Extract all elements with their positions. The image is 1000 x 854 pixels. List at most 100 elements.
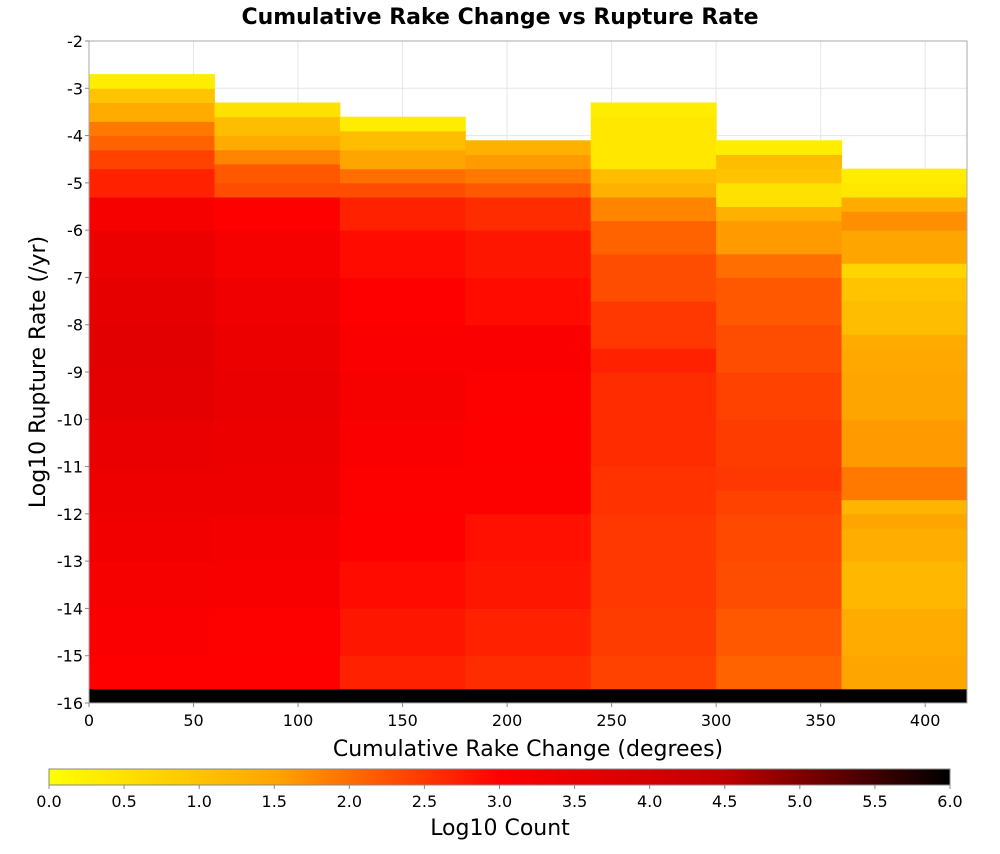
heatmap-cell <box>89 513 215 562</box>
heatmap-cell <box>214 324 341 373</box>
y-tick-label: -10 <box>57 410 83 429</box>
heatmap-cell <box>841 655 968 690</box>
heatmap-cell <box>339 513 466 562</box>
colorbar-tick-label: 2.5 <box>412 792 437 811</box>
colorbar <box>48 768 951 786</box>
heatmap-cell <box>339 655 466 690</box>
heatmap-cell <box>465 655 592 690</box>
heatmap-cell <box>590 513 717 562</box>
heatmap-cell <box>89 121 215 137</box>
heatmap-cell <box>716 168 843 184</box>
heatmap-cell <box>339 130 466 151</box>
heatmap-cell <box>590 372 717 420</box>
heatmap-cell <box>89 149 215 170</box>
heatmap-cell <box>339 466 466 515</box>
colorbar-tick-label: 0.0 <box>36 792 61 811</box>
heatmap-cell <box>89 197 215 231</box>
heatmap-cell <box>716 608 843 657</box>
heatmap-cell <box>214 116 341 137</box>
heatmap-cell <box>89 608 215 657</box>
y-tick-label: -12 <box>57 505 83 524</box>
heatmap-cell <box>716 206 843 222</box>
colorbar-tick-label: 3.0 <box>487 792 512 811</box>
x-tick-label: 0 <box>84 711 94 730</box>
heatmap-cell <box>590 655 717 690</box>
heatmap-cell <box>89 277 215 326</box>
heatmap-cell <box>89 74 215 89</box>
heatmap-cell <box>841 608 968 657</box>
heatmap-cell <box>841 372 968 420</box>
heatmap-cell <box>841 230 968 264</box>
heatmap-cell <box>465 197 592 231</box>
heatmap-cell <box>465 419 592 468</box>
heatmap-cell <box>214 182 341 198</box>
heatmap-cell <box>716 490 843 515</box>
heatmap-cell <box>590 182 717 198</box>
y-tick-label: -9 <box>67 363 83 382</box>
heatmap-cell <box>214 561 341 609</box>
x-tick-label: 150 <box>387 711 418 730</box>
heatmap-cell <box>590 561 717 609</box>
heatmap-cell <box>214 135 341 151</box>
y-tick-label: -4 <box>67 127 83 146</box>
colorbar-tick-label: 4.5 <box>712 792 737 811</box>
heatmap-cell <box>841 419 968 468</box>
y-tick-label: -14 <box>57 599 83 618</box>
x-tick-label: 200 <box>492 711 523 730</box>
heatmap-cell <box>89 688 215 704</box>
heatmap-cell <box>716 513 843 562</box>
heatmap-cell <box>841 561 968 609</box>
heatmap-cell <box>89 466 215 515</box>
y-tick-label: -3 <box>67 79 83 98</box>
heatmap-cell <box>841 168 968 184</box>
heatmap-cell <box>214 149 341 165</box>
heatmap-cell <box>214 419 341 468</box>
heatmap-cell <box>214 608 341 657</box>
heatmap-cell <box>716 688 843 704</box>
heatmap-cell <box>716 324 843 373</box>
heatmap-cell <box>89 88 215 103</box>
heatmap-cell <box>89 419 215 468</box>
heatmap-cell <box>339 608 466 657</box>
heatmap-cell <box>590 419 717 468</box>
heatmap-cell <box>214 513 341 562</box>
heatmap-cell <box>339 561 466 609</box>
heatmap-cell <box>465 182 592 198</box>
heatmap-cell <box>339 149 466 170</box>
heatmap-cell <box>841 688 968 704</box>
heatmap-cell <box>716 419 843 468</box>
heatmap-cell <box>214 230 341 278</box>
colorbar-tick-label: 1.5 <box>262 792 287 811</box>
heatmap-cell <box>339 182 466 198</box>
heatmap-cell <box>590 608 717 657</box>
heatmap-cell <box>590 688 717 704</box>
y-axis-ticks: -2 -3 -4 -5 -6 -7 -8 -9 -10 -11 -12 -13 -14 -15 -16 <box>57 32 89 713</box>
heatmap-cell <box>339 324 466 373</box>
heatmap-cell <box>590 253 717 302</box>
heatmap-cell <box>841 182 968 198</box>
heatmap-cell <box>590 102 717 118</box>
heatmap-cell <box>339 168 466 184</box>
x-tick-label: 300 <box>701 711 732 730</box>
heatmap-cell <box>214 163 341 184</box>
heatmap-cell <box>89 372 215 420</box>
heatmap-cell <box>465 513 592 562</box>
heatmap-cell <box>339 688 466 704</box>
heatmap-cell <box>465 688 592 704</box>
y-tick-label: -8 <box>67 316 83 335</box>
x-tick-label: 50 <box>183 711 203 730</box>
x-tick-label: 400 <box>910 711 941 730</box>
heatmap-cell <box>465 168 592 184</box>
y-tick-label: -6 <box>67 221 83 240</box>
heatmap-cell <box>716 220 843 255</box>
heatmap-cell <box>590 116 717 170</box>
heatmap-cell <box>590 168 717 184</box>
heatmap-cell <box>89 324 215 373</box>
colorbar-tick-label: 6.0 <box>937 792 962 811</box>
heatmap-cell <box>89 135 215 151</box>
heatmap-cell <box>214 372 341 420</box>
heatmap-cell <box>214 277 341 326</box>
heatmap-cell <box>214 466 341 515</box>
y-tick-label: -16 <box>57 694 83 713</box>
